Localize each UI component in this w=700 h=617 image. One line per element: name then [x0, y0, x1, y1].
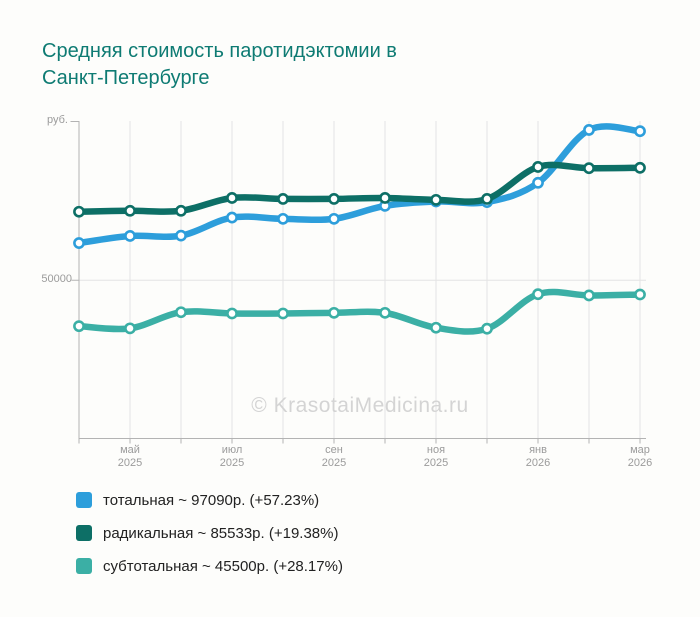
data-point-тотальная: [583, 124, 595, 136]
data-point-радикальная: [73, 205, 85, 218]
chart-legend: тотальная ~ 97090р. (+57.23%) радикальна…: [76, 492, 343, 591]
data-point-субтотальная: [73, 320, 85, 333]
data-point-радикальная: [583, 162, 595, 175]
data-point-радикальная: [226, 192, 238, 204]
data-point-радикальная: [481, 193, 493, 205]
data-point-радикальная: [277, 193, 289, 205]
legend-label-totalnaya: тотальная ~ 97090р. (+57.23%): [103, 491, 320, 509]
legend-item-subtotalnaya[interactable]: субтотальная ~ 45500р. (+28.17%): [76, 557, 343, 575]
data-point-субтотальная: [226, 307, 238, 320]
data-point-радикальная: [532, 161, 544, 173]
data-point-тотальная: [124, 230, 136, 242]
data-point-тотальная: [175, 229, 187, 242]
data-point-тотальная: [73, 237, 85, 249]
data-point-радикальная: [124, 204, 136, 217]
watermark: © KrasotaiMedicina.ru: [251, 394, 469, 417]
x-axis-label-ноя-2025: ноя 2025: [423, 444, 449, 469]
legend-swatch-totalnaya: [76, 492, 92, 508]
data-point-тотальная: [634, 125, 646, 138]
legend-item-totalnaya[interactable]: тотальная ~ 97090р. (+57.23%): [76, 491, 343, 509]
data-point-субтотальная: [481, 322, 493, 335]
page-title-line1: Средняя стоимость паротидэктомии в: [42, 40, 397, 62]
x-axis-label-сен-2025: сен 2025: [321, 444, 347, 469]
y-axis-unit-label: руб.: [47, 114, 68, 126]
data-point-субтотальная: [379, 306, 391, 319]
data-point-тотальная: [277, 212, 289, 225]
data-point-тотальная: [532, 176, 544, 189]
series-line-субтотальная: [75, 288, 644, 335]
data-point-субтотальная: [583, 289, 595, 302]
x-axis-label-мар-2026: мар 2026: [627, 444, 653, 469]
data-point-субтотальная: [430, 321, 442, 334]
data-point-радикальная: [328, 193, 340, 205]
legend-swatch-subtotalnaya: [76, 558, 92, 574]
data-point-тотальная: [328, 212, 340, 225]
page-title-line2: Санкт-Петербурге: [42, 67, 210, 89]
data-point-радикальная: [430, 193, 442, 206]
legend-swatch-radikalnaya: [76, 525, 92, 541]
data-point-субтотальная: [175, 306, 187, 319]
price-trend-chart: [70, 121, 646, 444]
data-point-субтотальная: [277, 307, 289, 320]
data-point-субтотальная: [124, 322, 136, 335]
data-point-субтотальная: [532, 288, 544, 301]
y-axis-tick-50000: 50000: [41, 273, 72, 285]
series-line-тотальная: [75, 123, 644, 247]
page-title: Средняя стоимость паротидэктомии в Санкт…: [42, 38, 542, 92]
legend-item-radikalnaya[interactable]: радикальная ~ 85533р. (+19.38%): [76, 524, 343, 542]
legend-label-subtotalnaya: субтотальная ~ 45500р. (+28.17%): [103, 557, 343, 575]
x-axis-label-июл-2025: июл 2025: [219, 444, 245, 469]
data-point-радикальная: [634, 161, 646, 174]
x-axis-label-янв-2026: янв 2026: [525, 444, 551, 469]
x-axis-label-май-2025: май 2025: [117, 444, 143, 469]
data-point-тотальная: [226, 211, 238, 224]
data-point-субтотальная: [634, 288, 646, 301]
series-line-радикальная: [75, 161, 644, 215]
legend-label-radikalnaya: радикальная ~ 85533р. (+19.38%): [103, 524, 339, 542]
data-point-радикальная: [379, 192, 391, 204]
data-point-радикальная: [175, 204, 187, 217]
data-point-субтотальная: [328, 306, 340, 319]
